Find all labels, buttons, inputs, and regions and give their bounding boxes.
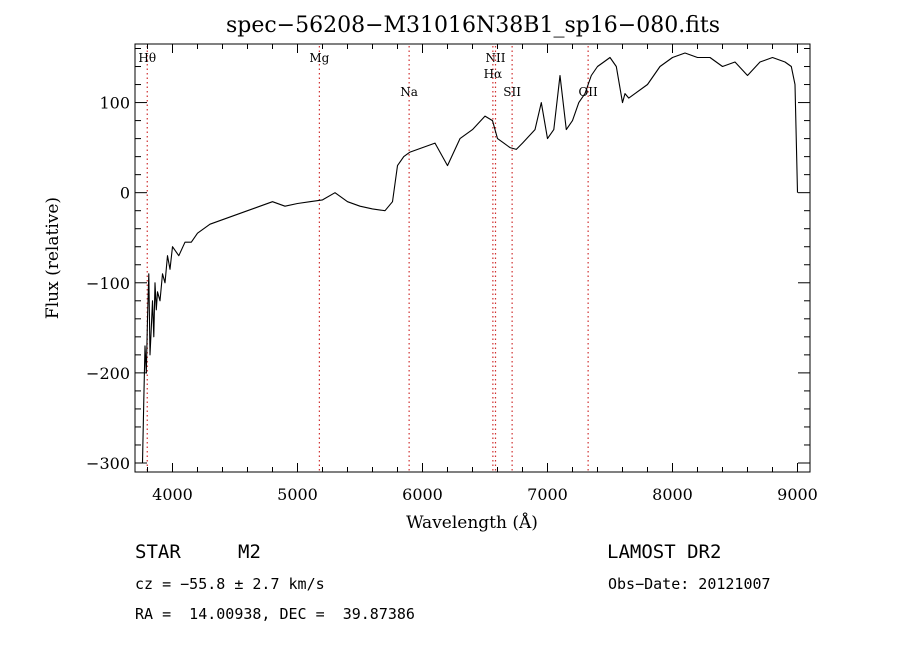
x-tick-label: 4000 (152, 485, 193, 504)
axis-ticks: 4000 5000 6000 7000 8000 9000 −300 −200 −100 0 100 (86, 44, 818, 504)
chart-title: spec−56208−M31016N38B1_sp16−080.fits (226, 13, 720, 38)
redshift-line: cz = −55.8 ± 2.7 km/s (135, 575, 325, 593)
x-tick-label: 9000 (777, 485, 818, 504)
x-tick-label: 8000 (652, 485, 693, 504)
emission-line-label: Hα (484, 67, 503, 81)
y-tick-label: −200 (86, 364, 130, 383)
emission-line-label: Mg (309, 51, 329, 65)
star-class-label: STAR (135, 541, 181, 563)
emission-line-label: Na (400, 85, 418, 99)
emission-line-label: NII (486, 51, 506, 65)
y-tick-label: 100 (99, 94, 130, 113)
y-axis-title: Flux (relative) (43, 197, 63, 319)
series-layer (141, 52, 799, 464)
survey-label: LAMOST DR2 (607, 541, 722, 563)
ra-dec-line: RA = 14.00938, DEC = 39.87386 (135, 605, 415, 623)
x-tick-label: 5000 (277, 485, 318, 504)
plot-frame (134, 43, 811, 473)
y-tick-label: −100 (86, 274, 130, 293)
obs-date-line: Obs−Date: 20121007 (608, 575, 771, 593)
y-tick-label: −300 (86, 454, 130, 473)
x-axis-title: Wavelength (Å) (406, 512, 538, 533)
x-tick-label: 6000 (402, 485, 443, 504)
star-subclass-label: M2 (238, 541, 261, 563)
spectrum-line (141, 52, 799, 464)
emission-line-label: Hθ (138, 51, 156, 65)
emission-line-label: OII (578, 85, 598, 99)
emission-line-label: SII (503, 85, 521, 99)
y-tick-label: 0 (120, 184, 130, 203)
x-tick-label: 7000 (527, 485, 568, 504)
